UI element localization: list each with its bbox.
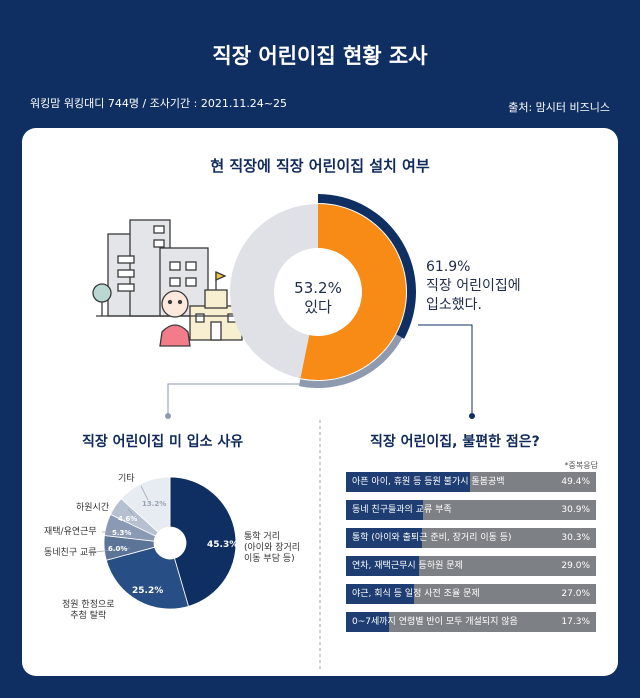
bar-label: 야근, 회식 등 일정 사전 조율 문제 — [352, 589, 480, 599]
connectors — [167, 324, 473, 672]
bar-label: 통학 (아이와 출퇴근 준비, 장거리 이동 등) — [352, 533, 512, 543]
page-title: 직장 어린이집 현황 조사 — [212, 44, 428, 68]
bar-value: 49.4% — [561, 477, 590, 487]
bar-label: 아픈 아이, 휴원 등 등원 불가시 돌봄공백 — [352, 477, 505, 487]
bar-row: 아픈 아이, 휴원 등 등원 불가시 돌봄공백 49.4% — [346, 472, 596, 492]
survey-info: 워킹맘 워킹대디 744명 / 조사기간 : 2021.11.24~25 — [30, 97, 288, 110]
pie-value-remote: 5.3% — [112, 529, 132, 537]
bar-row: 통학 (아이와 출퇴근 준비, 장거리 이동 등) 30.3% — [346, 528, 596, 548]
pie-value-pickup: 4.6% — [118, 515, 138, 523]
donut-center-value: 53.2% — [294, 279, 342, 297]
pie-label-other: 기타 — [118, 474, 135, 484]
reason-slice-5 — [120, 476, 171, 533]
bar-value: 29.0% — [561, 561, 590, 571]
donut-center-text: 있다 — [304, 298, 332, 316]
reason-pie — [103, 476, 237, 610]
bar-row: 야근, 회식 등 일정 사전 조율 문제 27.0% — [346, 584, 596, 604]
bar-fill — [346, 472, 470, 492]
enrolled-text-2: 입소했다. — [426, 297, 482, 313]
pie-label-remote: 재택/유연근무 — [44, 527, 97, 537]
pie-value-friends: 6.0% — [108, 545, 128, 553]
bar-fill — [346, 612, 390, 632]
bar-label: 연차, 재택근무시 등하원 문제 — [352, 561, 463, 571]
bar-row: 연차, 재택근무시 등하원 문제 29.0% — [346, 556, 596, 576]
pie-value-commute: 45.3% — [207, 540, 239, 550]
bar-value: 30.9% — [561, 505, 590, 515]
enrolled-text-1: 직장 어린이집에 — [426, 278, 521, 294]
enrolled-value: 61.9% — [426, 259, 471, 275]
bar-value: 27.0% — [561, 589, 590, 599]
bar-fill — [346, 528, 422, 548]
bar-fill — [346, 556, 419, 576]
bar-label: 0~7세까지 연령별 반이 모두 개설되지 않음 — [352, 617, 518, 627]
bar-value: 30.3% — [561, 533, 590, 543]
section-title-inconvenience: 직장 어린이집, 불편한 점은? — [370, 434, 540, 450]
multiple-response-note: *중복응답 — [564, 461, 598, 470]
bar-fill — [346, 584, 414, 604]
installation-donut — [230, 194, 416, 388]
donut-arc-enrolled — [318, 194, 416, 339]
enrolled-annotation: 61.9% 직장 어린이집에 입소했다. — [426, 258, 521, 315]
pie-value-other: 13.2% — [142, 500, 167, 508]
pie-label-pickup: 하원시간 — [76, 503, 110, 513]
donut-slice-installed — [300, 204, 407, 380]
bar-value: 17.3% — [561, 617, 590, 627]
reason-slice-1 — [105, 546, 189, 610]
donut-center-label: 53.2% 있다 — [268, 279, 368, 317]
pie-label-commute: 통학 거리 (아이와 장거리 이동 부담 등) — [244, 532, 301, 564]
source-label: 출처: 맘시터 비즈니스 — [508, 101, 610, 114]
donut-arc-not-enrolled — [298, 334, 403, 388]
buildings-illustration — [92, 219, 250, 347]
bar-label: 동네 친구들과의 교류 부족 — [352, 505, 452, 515]
pie-label-lottery: 정원 한정으로 추첨 탈락 — [62, 600, 115, 621]
bar-row: 동네 친구들과의 교류 부족 30.9% — [346, 500, 596, 520]
pie-label-friends: 동네친구 교류 — [44, 548, 97, 558]
bar-fill — [346, 500, 424, 520]
section-title-installation: 현 직장에 직장 어린이집 설치 여부 — [210, 157, 430, 175]
section-title-reasons: 직장 어린이집 미 입소 사유 — [82, 434, 244, 450]
reason-slice-0 — [169, 476, 237, 607]
bar-row: 0~7세까지 연령별 반이 모두 개설되지 않음 17.3% — [346, 612, 596, 632]
donut-slice-none — [230, 204, 318, 379]
pie-value-lottery: 25.2% — [132, 586, 164, 596]
connector-dot-left — [165, 413, 171, 419]
reason-leader-lines — [94, 485, 149, 553]
connector-dot-right — [469, 413, 475, 419]
